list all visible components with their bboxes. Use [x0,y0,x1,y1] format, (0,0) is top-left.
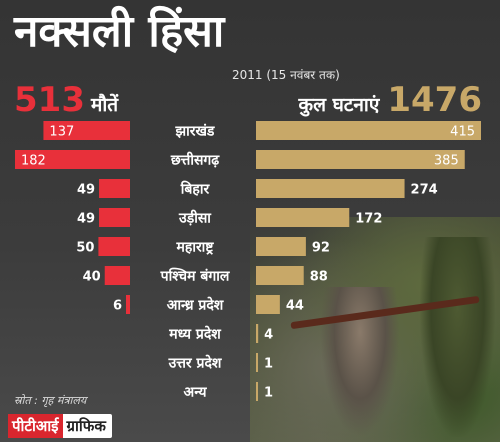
incidents-total-value: 1476 [387,80,482,120]
incidents-bar [256,295,280,314]
deaths-value-label: 6 [113,299,122,314]
incidents-value-label: 92 [312,241,330,256]
deaths-value-label: 182 [21,154,46,169]
background-photo [250,217,500,442]
incidents-value-label: 4 [264,328,273,343]
deaths-bar [43,121,130,140]
deaths-bar [104,266,130,285]
deaths-total-label: मौतें [90,94,119,116]
incidents-bar [256,382,258,401]
category-label: महाराष्ट्र [176,240,215,256]
deaths-bar [98,237,130,256]
category-label: उत्तर प्रदेश [168,355,222,372]
incidents-bar [256,121,481,140]
incidents-bar [256,237,306,256]
incidents-bar [256,266,304,285]
category-label: पश्चिम बंगाल [160,268,230,285]
incidents-value-label: 1 [264,357,273,372]
category-label: छत्तीसगढ़ [170,152,220,169]
credit-agency: पीटीआई [8,414,63,438]
credit-logo: पीटीआई ग्राफिक [8,414,112,438]
category-label: आन्ध्र प्रदेश [167,297,224,314]
deaths-bar [15,150,130,169]
incidents-value-label: 415 [450,125,475,140]
deaths-total-value: 513 [14,80,85,120]
incidents-bar [256,179,405,198]
incidents-bar [256,150,465,169]
deaths-value-label: 49 [77,212,95,227]
category-label: बिहार [180,181,211,198]
incidents-bar [256,208,350,227]
category-label: उड़ीसा [178,210,212,227]
soldier-figure [420,237,495,437]
incidents-bar [256,324,259,343]
category-label: अन्य [184,385,208,401]
deaths-total: 513 मौतें [14,80,119,120]
incidents-value-label: 274 [411,183,438,198]
deaths-value-label: 49 [77,183,95,198]
deaths-value-label: 40 [83,270,101,285]
deaths-bar [126,295,130,314]
incidents-value-label: 172 [355,212,382,227]
credit-suffix: ग्राफिक [66,417,106,435]
incidents-value-label: 385 [434,154,459,169]
source-note: स्रोत : गृह मंत्रालय [14,394,87,407]
incidents-value-label: 88 [310,270,328,285]
deaths-bar [99,208,130,227]
incidents-total-label: कुल घटनाएं [298,94,380,116]
deaths-value-label: 137 [49,125,74,140]
incidents-bar [256,353,258,372]
chart-title: नक्सली हिंसा [14,6,225,57]
incidents-value-label: 1 [264,386,273,401]
deaths-bar [99,179,130,198]
chart-subtitle: 2011 (15 नवंबर तक) [232,68,340,82]
category-label: झारखंड [175,124,215,140]
incidents-total: कुल घटनाएं 1476 [298,80,482,120]
incidents-value-label: 44 [286,299,304,314]
deaths-value-label: 50 [76,241,94,256]
category-label: मध्य प्रदेश [168,326,221,343]
